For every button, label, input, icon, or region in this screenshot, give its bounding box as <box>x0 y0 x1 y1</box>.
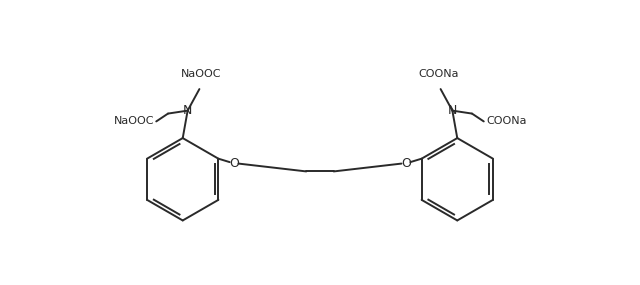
Text: O: O <box>401 157 411 170</box>
Text: COONa: COONa <box>419 69 459 79</box>
Text: COONa: COONa <box>486 116 527 127</box>
Text: O: O <box>229 157 239 170</box>
Text: N: N <box>448 104 457 117</box>
Text: NaOOC: NaOOC <box>181 69 221 79</box>
Text: NaOOC: NaOOC <box>113 116 154 127</box>
Text: N: N <box>183 104 192 117</box>
